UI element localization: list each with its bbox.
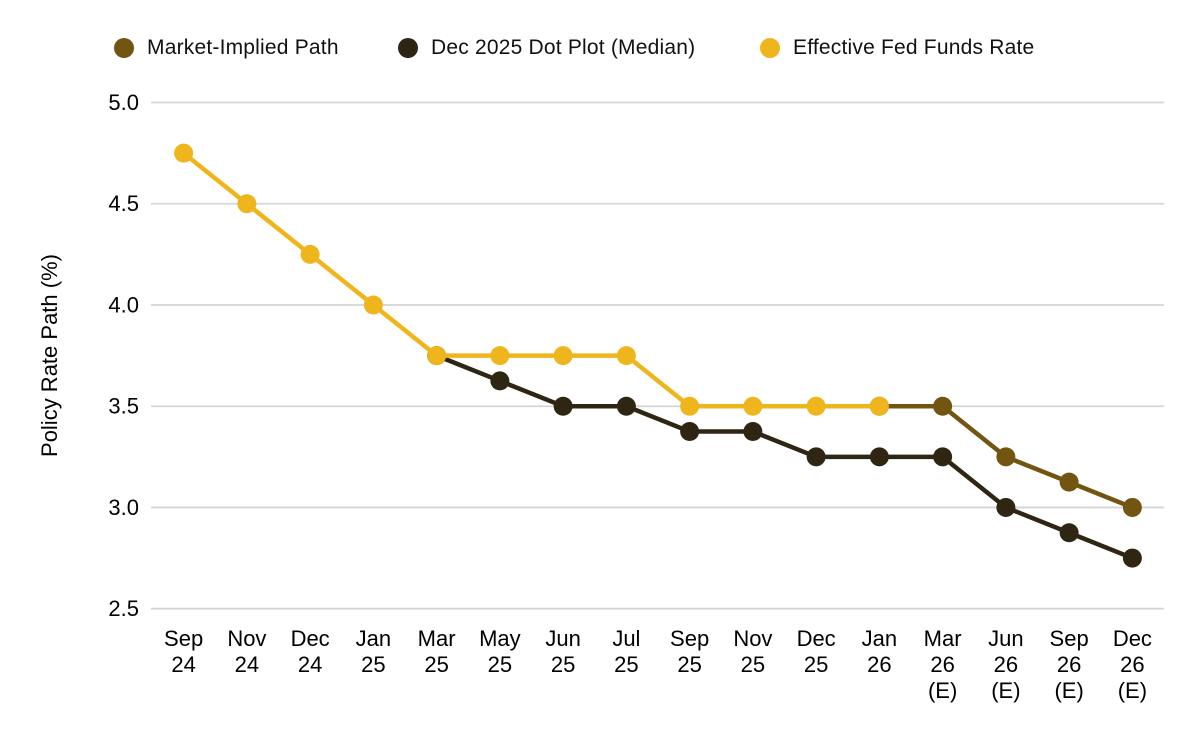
x-tick-label: 25	[551, 652, 575, 677]
series-point-1	[869, 447, 889, 467]
legend-label-dot-plot: Dec 2025 Dot Plot (Median)	[431, 36, 696, 59]
series-point-2	[553, 346, 573, 366]
x-tick-label: Dec	[797, 626, 836, 651]
series-point-0	[996, 447, 1016, 467]
series-point-2	[174, 143, 194, 163]
series-line-2	[181, 150, 882, 409]
x-tick-label: 25	[614, 652, 638, 677]
series-point-2	[616, 346, 636, 366]
y-tick-label: 3.0	[108, 495, 139, 520]
x-tick-label: Jun	[545, 626, 580, 651]
legend-item-dot-plot-median: Dec 2025 Dot Plot (Median)	[398, 36, 695, 60]
series-point-1	[933, 447, 953, 467]
legend-item-effective-fed-funds: Effective Fed Funds Rate	[760, 36, 1034, 60]
series-point-1	[806, 447, 826, 467]
series-point-2	[237, 194, 257, 214]
x-tick-label: (E)	[928, 678, 957, 703]
x-tick-label: Sep	[164, 626, 203, 651]
x-tick-label: 25	[741, 652, 765, 677]
x-tick-label: 25	[677, 652, 701, 677]
x-tick-label: May	[479, 626, 521, 651]
series-line-1	[434, 353, 1135, 561]
series-point-0	[1059, 472, 1079, 492]
series-point-1	[680, 422, 700, 442]
y-tick-label: 4.0	[108, 292, 139, 317]
series-point-1	[743, 422, 763, 442]
chart-legend: Market-Implied Path Dec 2025 Dot Plot (M…	[0, 0, 1200, 78]
series-point-2	[869, 396, 889, 416]
x-tick-label: 25	[804, 652, 828, 677]
series-point-2	[363, 295, 383, 315]
series-point-2	[743, 396, 763, 416]
x-tick-label: 26	[867, 652, 891, 677]
x-tick-label: 26	[1057, 652, 1081, 677]
legend-item-market-implied-path: Market-Implied Path	[114, 36, 339, 60]
legend-marker-dot-plot-dot	[398, 38, 418, 58]
series-point-1	[1122, 548, 1142, 568]
x-tick-label: Nov	[733, 626, 772, 651]
x-tick-label: (E)	[991, 678, 1020, 703]
legend-marker-market-implied-dot	[114, 38, 134, 58]
x-tick-label: 26	[930, 652, 954, 677]
x-tick-label: 25	[424, 652, 448, 677]
legend-label-market-implied: Market-Implied Path	[147, 36, 339, 59]
x-tick-label: Jan	[862, 626, 897, 651]
x-tick-label: 25	[488, 652, 512, 677]
y-tick-label: 3.5	[108, 394, 139, 419]
x-tick-label: Dec	[291, 626, 330, 651]
x-tick-label: Mar	[418, 626, 456, 651]
x-tick-label: Mar	[924, 626, 962, 651]
x-tick-label: 26	[994, 652, 1018, 677]
series-point-1	[996, 497, 1016, 517]
x-tick-label: Sep	[1050, 626, 1089, 651]
x-tick-label: 25	[361, 652, 385, 677]
series-point-2	[680, 396, 700, 416]
x-tick-label: 24	[298, 652, 322, 677]
y-tick-label: 5.0	[108, 90, 139, 115]
x-tick-label: Nov	[227, 626, 266, 651]
x-tick-label: Jun	[988, 626, 1023, 651]
series-point-1	[490, 371, 510, 391]
series-point-0	[933, 396, 953, 416]
x-tick-label: (E)	[1054, 678, 1083, 703]
series-point-2	[427, 346, 447, 366]
x-tick-label: 24	[235, 652, 259, 677]
x-tick-label: Jan	[356, 626, 391, 651]
y-tick-label: 2.5	[108, 596, 139, 621]
series-point-1	[616, 396, 636, 416]
x-tick-label: (E)	[1118, 678, 1147, 703]
legend-marker-effective-ffr-dot	[760, 38, 780, 58]
x-tick-label: 26	[1120, 652, 1144, 677]
series-point-2	[300, 244, 320, 264]
x-tick-label: Sep	[670, 626, 709, 651]
x-tick-label: 24	[171, 652, 195, 677]
series-point-1	[553, 396, 573, 416]
y-tick-label: 4.5	[108, 191, 139, 216]
series-point-1	[1059, 523, 1079, 543]
x-tick-label: Jul	[612, 626, 640, 651]
x-tick-label: Dec	[1113, 626, 1152, 651]
series-point-2	[490, 346, 510, 366]
series-point-0	[1122, 497, 1142, 517]
legend-label-effective-ffr: Effective Fed Funds Rate	[793, 36, 1035, 59]
series-point-2	[806, 396, 826, 416]
y-axis-title: Policy Rate Path (%)	[37, 254, 62, 457]
